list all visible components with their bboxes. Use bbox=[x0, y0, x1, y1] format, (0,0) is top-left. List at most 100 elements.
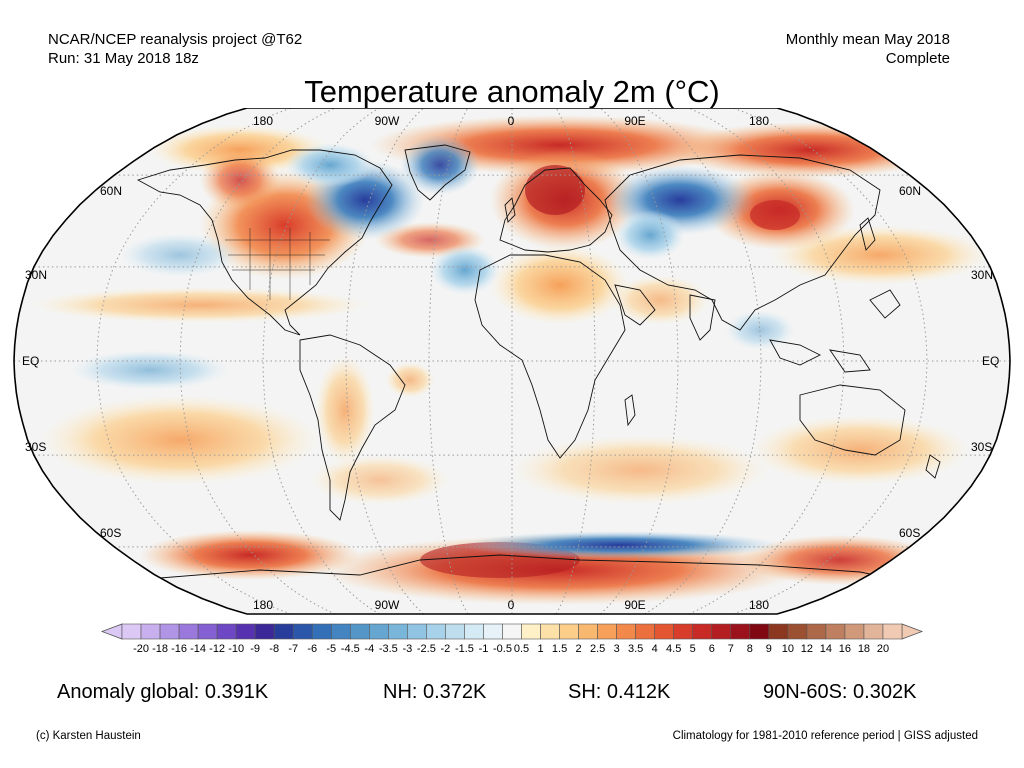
sh-anomaly: SH: 0.412K bbox=[568, 681, 671, 703]
lon-label-bottom-180e: 180 bbox=[749, 598, 769, 612]
colorbar-swatch bbox=[369, 623, 389, 640]
colorbar-swatch bbox=[197, 623, 218, 640]
colorbar-label: 9 bbox=[766, 643, 772, 655]
colorbar-label: -14 bbox=[190, 643, 206, 655]
colorbar-label: -7 bbox=[288, 643, 298, 655]
colorbar-swatch bbox=[426, 623, 446, 640]
lon-label-top-90e: 90E bbox=[624, 114, 645, 128]
lat-labels-right: 60N 30N EQ 30S 60S bbox=[899, 184, 999, 540]
map-title: Temperature anomaly 2m (°C) bbox=[304, 74, 720, 109]
colorbar-label: 4 bbox=[652, 643, 658, 655]
lon-label-top-180w: 180 bbox=[253, 114, 273, 128]
colorbar-swatch bbox=[844, 623, 865, 640]
meridian-line bbox=[345, 108, 425, 615]
lat-label-left-60s: 60S bbox=[100, 526, 121, 540]
colorbar-swatch bbox=[349, 623, 370, 640]
lat-label-left-60n: 60N bbox=[100, 184, 122, 198]
colorbar-swatch bbox=[654, 623, 674, 640]
climatology-note: Climatology for 1981-2010 reference peri… bbox=[672, 730, 978, 742]
model-label: NCAR/NCEP reanalysis project @T62 bbox=[48, 31, 303, 48]
lat-label-right-eq: EQ bbox=[982, 354, 999, 368]
colorbar-swatch bbox=[311, 623, 332, 640]
lat-label-left-30n: 30N bbox=[25, 268, 47, 282]
header-left: NCAR/NCEP reanalysis project @T62 Run: 3… bbox=[48, 30, 302, 68]
colorbar-label: 2.5 bbox=[590, 643, 605, 655]
colorbar-label: -10 bbox=[228, 643, 244, 655]
colorbar-label: 14 bbox=[820, 643, 832, 655]
colorbar-swatch bbox=[254, 623, 275, 640]
colorbar-label: 2 bbox=[576, 643, 582, 655]
colorbar-label: -20 bbox=[133, 643, 149, 655]
status-label: Complete bbox=[885, 50, 950, 67]
colorbar-label: -4.5 bbox=[341, 643, 360, 655]
lat-label-right-60s: 60S bbox=[899, 526, 920, 540]
colorbar-label: 3 bbox=[614, 643, 620, 655]
colorbar-swatch bbox=[502, 623, 522, 640]
colorbar-swatch bbox=[407, 623, 427, 640]
lon-labels-bottom: 180 90W 0 90E 180 bbox=[253, 598, 769, 612]
colorbar-label: 4.5 bbox=[666, 643, 681, 655]
lat-label-right-30n: 30N bbox=[971, 268, 993, 282]
colorbar-swatch bbox=[521, 623, 541, 640]
colorbar-swatch bbox=[882, 623, 903, 640]
colorbar-swatch bbox=[178, 623, 199, 640]
colorbar-label: -2 bbox=[441, 643, 451, 655]
colorbar-swatch bbox=[540, 623, 560, 640]
lon-label-bottom-90e: 90E bbox=[624, 598, 645, 612]
lon-label-top-90w: 90W bbox=[375, 114, 400, 128]
colorbar: -20 -18 -16 -14 -12 -10 -9 -8 -7 -6 -5 -4.5 -4 -3.5 -3… bbox=[100, 623, 924, 655]
nh-anomaly: NH: 0.372K bbox=[383, 681, 487, 703]
lat-label-left-eq: EQ bbox=[22, 354, 39, 368]
colorbar-swatch bbox=[445, 623, 465, 640]
colorbar-max-arrow bbox=[901, 623, 924, 640]
colorbar-swatch bbox=[673, 623, 694, 640]
colorbar-swatch bbox=[768, 623, 789, 640]
colorbar-swatch bbox=[863, 623, 884, 640]
colorbar-swatch bbox=[806, 623, 827, 640]
colorbar-label: 8 bbox=[747, 643, 753, 655]
header-right: Monthly mean May 2018 Complete bbox=[786, 30, 950, 68]
colorbar-min-arrow bbox=[100, 623, 123, 640]
lon-label-bottom-90w: 90W bbox=[375, 598, 400, 612]
colorbar-label: 10 bbox=[782, 643, 794, 655]
colorbar-swatch bbox=[159, 623, 180, 640]
colorbar-label: 1.5 bbox=[552, 643, 567, 655]
colorbar-label: -3.5 bbox=[379, 643, 398, 655]
period-label: Monthly mean May 2018 bbox=[785, 31, 950, 48]
colorbar-swatch bbox=[787, 623, 808, 640]
colorbar-swatch bbox=[578, 623, 598, 640]
colorbar-label: -2.5 bbox=[417, 643, 436, 655]
meridian-line bbox=[644, 108, 762, 615]
colorbar-swatch bbox=[692, 623, 713, 640]
colorbar-swatch bbox=[597, 623, 617, 640]
colorbar-swatch bbox=[235, 623, 256, 640]
colorbar-swatch bbox=[616, 623, 636, 640]
colorbar-label: -4 bbox=[364, 643, 374, 655]
colorbar-label: -5 bbox=[326, 643, 336, 655]
colorbar-swatch bbox=[559, 623, 579, 640]
colorbar-label: 16 bbox=[839, 643, 851, 655]
meridian-line bbox=[599, 108, 679, 615]
lon-label-top-180e: 180 bbox=[749, 114, 769, 128]
colorbar-label: -0.5 bbox=[493, 643, 512, 655]
lon-label-bottom-0: 0 bbox=[508, 598, 515, 612]
lon-label-top-0: 0 bbox=[508, 114, 515, 128]
coastlines bbox=[136, 144, 941, 581]
colorbar-swatch bbox=[464, 623, 484, 640]
colorbar-label: 1 bbox=[537, 643, 543, 655]
lat-label-right-30s: 30S bbox=[971, 440, 992, 454]
colorbar-swatch bbox=[216, 623, 237, 640]
anomaly-field bbox=[14, 108, 1010, 614]
colorbar-label: 12 bbox=[801, 643, 813, 655]
colorbar-label: 3.5 bbox=[628, 643, 643, 655]
colorbar-swatch bbox=[121, 623, 142, 640]
colorbar-label: 7 bbox=[728, 643, 734, 655]
lat-label-left-30s: 30S bbox=[25, 440, 46, 454]
colorbar-label: 5 bbox=[690, 643, 696, 655]
colorbar-swatch bbox=[635, 623, 655, 640]
colorbar-swatch bbox=[483, 623, 503, 640]
arctic-anomaly: 90N-60S: 0.302K bbox=[763, 681, 917, 703]
lat-labels-left: 60N 30N EQ 30S 60S bbox=[22, 184, 122, 540]
colorbar-swatch bbox=[749, 623, 770, 640]
colorbar-swatch bbox=[330, 623, 351, 640]
